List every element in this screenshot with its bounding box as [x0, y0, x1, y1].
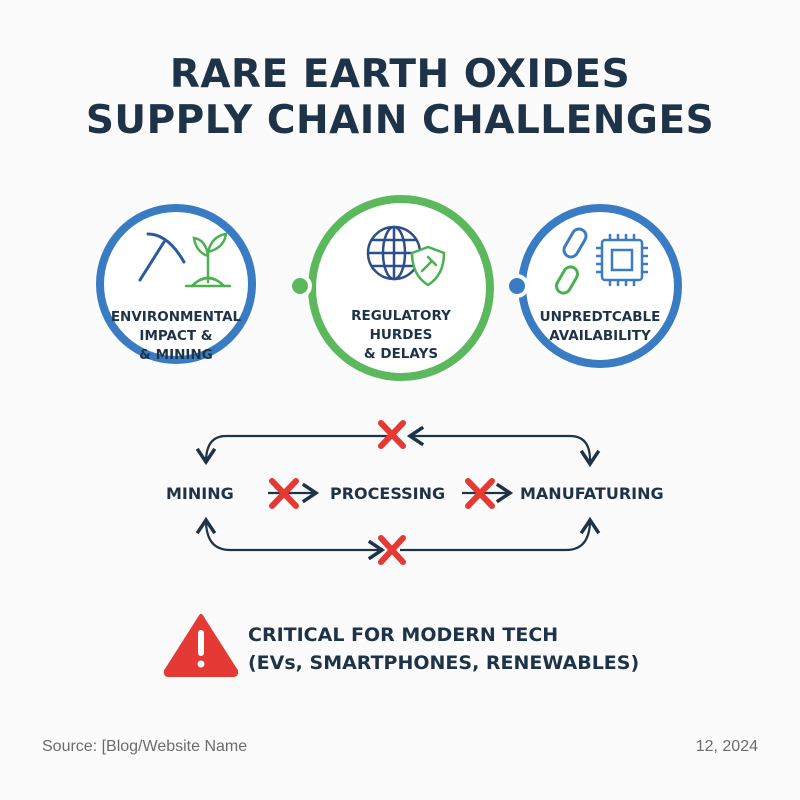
flow-step-processing: PROCESSING: [330, 484, 446, 503]
broken-chain-icon: [555, 227, 588, 295]
connector-dot: [505, 274, 529, 298]
loop-arrow-bottom: [204, 519, 386, 561]
title-line-1: RARE EARTH OXIDES: [169, 52, 631, 97]
warning-triangle-icon: [163, 614, 239, 677]
red-x-icon: [378, 535, 406, 565]
challenge-label: REGULATORY HURDES & DELAYS: [351, 308, 451, 362]
warning-text: CRITICAL FOR MODERN TECH (EVs, SMARTPHON…: [248, 624, 640, 674]
connector-dot: [288, 274, 312, 298]
loop-arrow-bottom-right: [400, 516, 601, 552]
challenge-label: UNPREDTCABLE AVAILABILITY: [539, 309, 661, 344]
source-text: Source: [Blog/Website Name: [42, 738, 248, 755]
date-text: 12, 2024: [695, 738, 758, 755]
challenge-environmental: ENVIRONMENTAL IMPACT & & MINING: [96, 204, 256, 364]
red-x-icon: [465, 478, 495, 509]
challenge-label: ENVIRONMENTAL IMPACT & & MINING: [110, 309, 242, 363]
loop-arrow-top-left: [195, 434, 390, 466]
sprout-icon: [184, 232, 232, 288]
loop-arrow-top: [410, 436, 592, 461]
red-x-icon: [269, 478, 299, 509]
red-x-icon: [378, 420, 406, 449]
title-line-2: SUPPLY CHAIN CHALLENGES: [85, 98, 715, 143]
flow-step-manufacturing: MANUFATURING: [520, 484, 664, 503]
challenge-regulatory: REGULATORY HURDES & DELAYS: [308, 195, 494, 381]
microchip-icon: [596, 234, 648, 286]
flow-step-mining: MINING: [166, 484, 234, 503]
gavel-shield-icon: [410, 245, 446, 287]
page-title: RARE EARTH OXIDES SUPPLY CHAIN CHALLENGE…: [0, 52, 800, 144]
pickaxe-icon: [138, 232, 186, 282]
